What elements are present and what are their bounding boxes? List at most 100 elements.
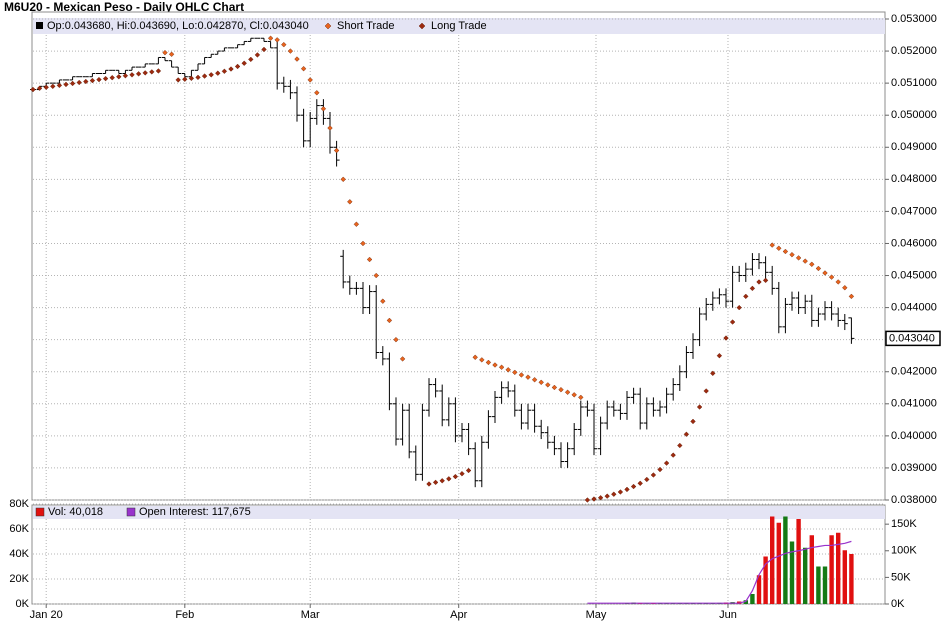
sar-dot [677,442,683,449]
volume-bar [756,575,762,604]
volume-bar [816,566,821,604]
y2-tick-label: 100K [891,545,917,557]
sar-dot [802,258,808,264]
sar-dot [624,486,630,493]
last-value-box [885,330,941,347]
sar-dot [36,85,43,91]
sar-dot [505,367,511,373]
y-tick-label: 0K [16,598,30,610]
sar-dot [584,497,591,503]
y-tick-label: 60K [9,523,29,535]
sar-dot [815,265,822,272]
sar-dot [835,279,841,285]
sar-dot [274,37,280,43]
y-tick-label: 0.040000 [891,430,937,442]
sar-dot [518,372,525,378]
sar-dot [670,452,676,458]
sar-dot [320,106,327,112]
sar-dot [769,242,775,248]
y-tick-label: 0.048000 [891,173,937,185]
y-tick-label: 0.047000 [891,205,937,217]
sar-dot [327,125,333,131]
sar-dot [102,75,109,82]
sar-dot [393,336,399,343]
y-tick-label: 80K [9,498,29,510]
sar-dot [611,491,617,497]
sar-dot [663,460,670,466]
volume-bar [836,532,841,604]
sar-dot [122,73,129,79]
sar-dot [512,369,518,376]
legend-label: Short Trade [337,20,394,32]
sar-dot [591,496,597,502]
y2-tick-label: 0K [891,598,905,610]
sar-dot [76,79,82,86]
sar-dot [267,35,274,41]
sar-dot [215,70,221,76]
sar-dot [736,304,742,311]
sar-dot [578,394,584,401]
legend-swatch [126,507,136,517]
volume-bar [770,516,775,604]
sar-dot [83,78,89,85]
sar-dot [558,387,564,393]
sar-dot [756,279,762,285]
sar-dot [842,285,848,291]
sar-dot [485,359,492,366]
volume-bar [750,594,755,604]
sar-dot [690,418,696,425]
sar-dot [749,285,756,292]
y-tick-label: 0.041000 [891,398,937,410]
sar-dot [254,52,261,58]
sar-dot [465,467,472,474]
x-tick-label: Mar [301,609,320,621]
sar-dot [234,63,241,70]
sar-dot [241,60,247,66]
y-tick-label: 0.042000 [891,366,937,378]
sar-dot [729,319,736,325]
y-tick-label: 0.038000 [891,494,937,506]
y-tick-label: 0.053000 [891,13,937,25]
x-tick-label: Jun [719,609,737,621]
y-tick-label: 0.044000 [891,302,937,314]
sar-dot [531,377,538,383]
y-tick-label: 0.045000 [891,269,937,281]
x-tick-label: May [586,609,607,621]
legend-label: Op:0.043680, Hi:0.043690, Lo:0.042870, C… [47,20,309,32]
sar-dot [56,82,63,89]
sar-dot [848,293,855,300]
sar-dot [188,75,195,82]
sar-dot [43,84,49,90]
sar-dot [545,382,551,388]
sar-dot [340,176,346,183]
volume-bar [776,522,781,604]
sar-dot [380,298,386,304]
sar-dot [89,77,96,84]
plot-layer: 0.053000 0.052000 0.051000 0.050000 0.049000… [9,13,941,621]
sar-dot [307,77,313,83]
sar-dot [50,83,56,90]
sar-dot [703,388,709,394]
sar-dot [479,357,485,363]
sar-dot [221,68,228,74]
price-panel [31,11,886,501]
sar-dot [809,261,815,267]
sar-dot [347,199,353,205]
y-tick-label: 0.046000 [891,237,937,249]
sar-dot [617,489,624,495]
price-legend-band [33,18,885,34]
sar-dot [716,353,723,359]
legend-label: Long Trade [431,20,487,32]
legend-label: Vol: 40,018 [48,506,103,518]
sar-dot [353,221,360,227]
sar-dot [294,56,300,62]
legend-swatch [36,22,43,29]
legend-label: Open Interest: 117,675 [139,506,251,518]
sar-dot [710,370,716,377]
sar-dot [182,76,188,82]
sar-dot [162,49,168,56]
sar-dot [360,240,366,247]
y2-tick-label: 50K [891,571,911,583]
sar-dot [604,493,610,499]
